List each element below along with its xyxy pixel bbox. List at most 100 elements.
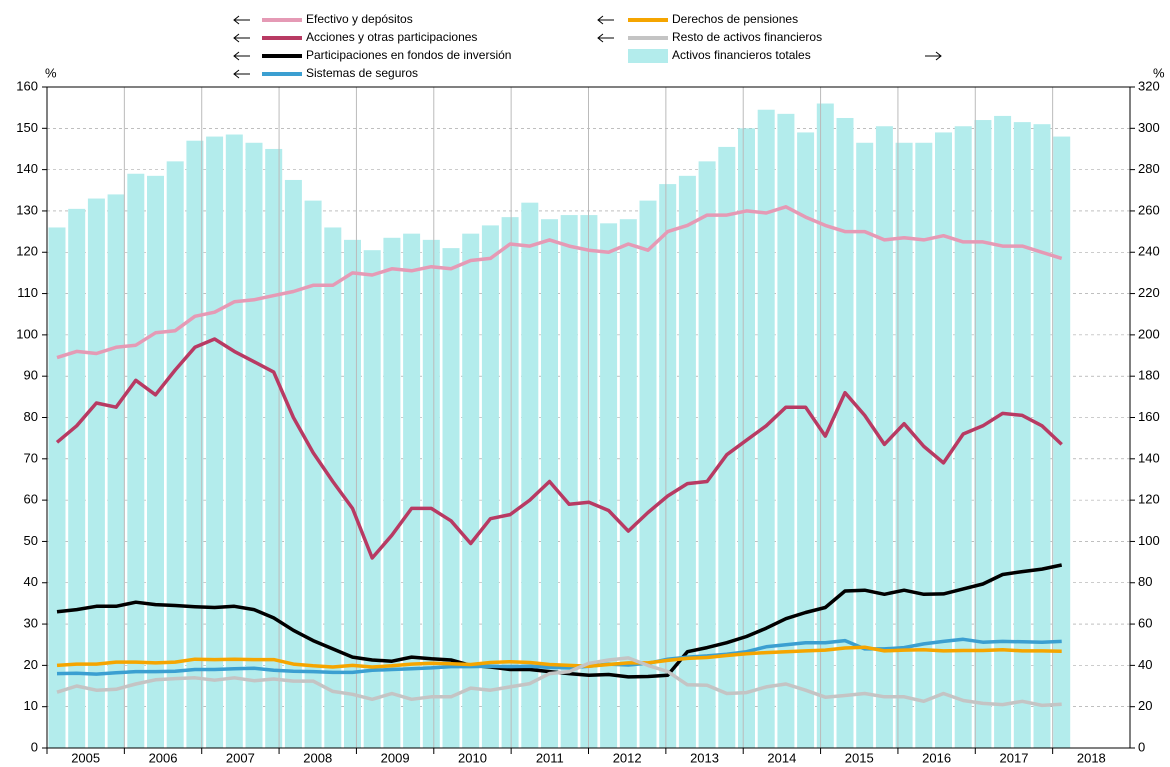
legend-label: Participaciones en fondos de inversión	[306, 48, 511, 62]
bar	[757, 109, 775, 749]
x-tick-label: 2009	[381, 750, 410, 765]
bar	[1013, 122, 1031, 749]
bar	[718, 146, 736, 748]
x-tick-label: 2016	[922, 750, 951, 765]
bar	[403, 233, 421, 749]
legend-label: Acciones y otras participaciones	[306, 30, 477, 44]
bar	[1033, 124, 1051, 748]
y2-tick-label: 80	[1138, 574, 1152, 589]
bar	[284, 179, 302, 748]
bar	[600, 223, 618, 749]
x-tick-label: 2018	[1077, 750, 1106, 765]
y-tick-label: 100	[16, 326, 38, 341]
y-tick-label: 130	[16, 202, 38, 217]
y2-tick-label: 120	[1138, 492, 1160, 507]
y-axis-label: %	[45, 65, 57, 80]
y-tick-label: 40	[24, 574, 38, 589]
x-tick-label: 2015	[845, 750, 874, 765]
y2-tick-label: 220	[1138, 285, 1160, 300]
bar	[166, 161, 184, 749]
x-tick-label: 2007	[226, 750, 255, 765]
y-tick-label: 70	[24, 450, 38, 465]
bar	[619, 219, 637, 748]
bar	[659, 184, 677, 749]
y-tick-label: 90	[24, 368, 38, 383]
bar	[698, 161, 716, 749]
bar	[68, 208, 86, 748]
legend-label: Efectivo y depósitos	[306, 12, 413, 26]
legend-label: Activos financieros totales	[672, 48, 811, 62]
y2-tick-label: 240	[1138, 244, 1160, 259]
bar	[186, 140, 204, 749]
bar	[48, 227, 66, 748]
bar	[560, 215, 578, 749]
x-tick-label: 2012	[613, 750, 642, 765]
line	[56, 645, 1062, 669]
y2-tick-label: 300	[1138, 120, 1160, 135]
y2-axis-label: %	[1153, 65, 1165, 80]
legend-label: Derechos de pensiones	[672, 12, 798, 26]
y-tick-label: 50	[24, 533, 38, 548]
line	[56, 637, 1062, 676]
y2-tick-label: 280	[1138, 161, 1160, 176]
bar	[895, 142, 913, 749]
x-tick-label: 2014	[767, 750, 796, 765]
y2-tick-label: 320	[1138, 78, 1160, 93]
y2-tick-label: 140	[1138, 450, 1160, 465]
x-tick-label: 2010	[458, 750, 487, 765]
bar	[245, 142, 263, 749]
bar	[521, 202, 539, 749]
y2-tick-label: 20	[1138, 698, 1152, 713]
bar	[462, 233, 480, 749]
bar	[363, 250, 381, 748]
bar	[639, 200, 657, 748]
y-tick-label: 0	[31, 739, 38, 754]
legend-swatch	[628, 49, 668, 63]
line	[56, 205, 1063, 360]
y-tick-label: 60	[24, 492, 38, 507]
x-tick-label: 2008	[303, 750, 332, 765]
bar	[678, 175, 696, 748]
y2-tick-label: 200	[1138, 326, 1160, 341]
y2-tick-label: 160	[1138, 409, 1160, 424]
bar	[935, 132, 952, 749]
x-tick-label: 2013	[690, 750, 719, 765]
line	[56, 656, 1062, 708]
bar	[383, 237, 401, 748]
y2-tick-label: 100	[1138, 533, 1160, 548]
y-tick-label: 160	[16, 78, 38, 93]
y2-tick-label: 0	[1138, 739, 1145, 754]
bar	[974, 120, 992, 749]
y2-tick-label: 40	[1138, 657, 1152, 672]
y-tick-label: 120	[16, 244, 38, 259]
bar	[442, 248, 460, 748]
y-tick-label: 20	[24, 657, 38, 672]
bar	[797, 132, 815, 749]
bar	[836, 117, 854, 748]
bar	[225, 134, 243, 748]
bar	[324, 227, 342, 748]
y2-tick-label: 60	[1138, 616, 1152, 631]
bar	[501, 217, 519, 748]
x-tick-label: 2005	[71, 750, 100, 765]
y-tick-label: 140	[16, 161, 38, 176]
y2-tick-label: 260	[1138, 202, 1160, 217]
bar	[265, 148, 283, 748]
bar	[107, 194, 125, 749]
bar	[777, 113, 795, 748]
y2-tick-label: 180	[1138, 368, 1160, 383]
bar	[87, 198, 105, 748]
bar	[856, 142, 874, 749]
y-tick-label: 110	[17, 285, 38, 300]
line	[55, 337, 1063, 560]
y-tick-label: 150	[16, 120, 38, 135]
bar	[954, 126, 972, 748]
bar	[304, 200, 322, 748]
bar	[422, 239, 440, 748]
bar	[481, 225, 499, 749]
bar	[994, 115, 1012, 748]
x-tick-label: 2006	[149, 750, 178, 765]
legend-arrows	[233, 15, 942, 79]
